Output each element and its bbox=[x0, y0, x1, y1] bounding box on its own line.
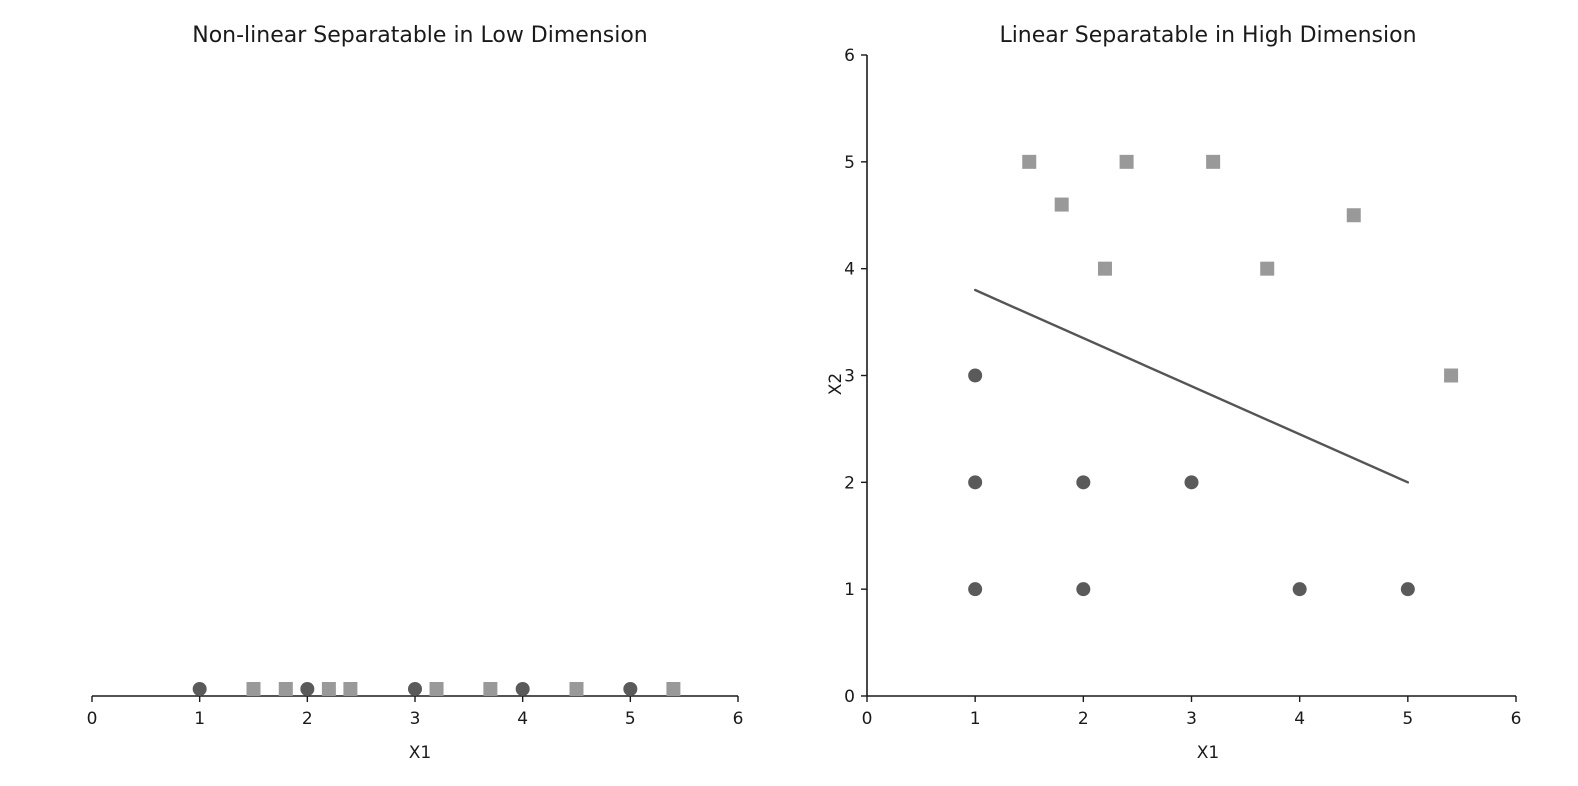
x-tick-label: 3 bbox=[410, 709, 421, 729]
y-tick-label: 5 bbox=[844, 153, 855, 173]
square-point bbox=[569, 682, 584, 696]
chart-right: Linear Separatable in High Dimension X1 … bbox=[826, 23, 1521, 763]
y-tick-label: 2 bbox=[844, 473, 855, 493]
circle-point bbox=[968, 582, 983, 597]
circle-point bbox=[515, 682, 530, 696]
square-point bbox=[246, 682, 261, 696]
x-tick-label: 4 bbox=[1294, 709, 1305, 729]
chart-left-title: Non-linear Separatable in Low Dimension bbox=[192, 23, 648, 48]
x-tick-label: 0 bbox=[87, 709, 98, 729]
y-tick-label: 0 bbox=[844, 687, 855, 707]
chart-right-plot-area: 0 1 2 3 4 5 6 0 1 2 3 4 5 6 bbox=[844, 46, 1521, 729]
circle-point bbox=[1292, 582, 1307, 597]
x-tick-label: 5 bbox=[1402, 709, 1413, 729]
x-tick-label: 2 bbox=[302, 709, 313, 729]
y-tick-label: 1 bbox=[844, 580, 855, 600]
square-point bbox=[1119, 154, 1134, 169]
x-tick-label: 4 bbox=[517, 709, 528, 729]
square-point bbox=[1054, 197, 1069, 212]
circle-point bbox=[1400, 582, 1415, 597]
x-tick-label: 5 bbox=[625, 709, 636, 729]
circle-point bbox=[1076, 475, 1091, 490]
y-tick-label: 4 bbox=[844, 260, 855, 280]
square-point bbox=[1022, 154, 1037, 169]
square-point bbox=[666, 682, 681, 696]
chart-right-title: Linear Separatable in High Dimension bbox=[999, 23, 1416, 48]
square-point bbox=[1260, 261, 1275, 276]
circle-point bbox=[300, 682, 315, 696]
square-point bbox=[483, 682, 498, 696]
circle-point bbox=[1184, 475, 1199, 490]
square-point bbox=[343, 682, 358, 696]
circle-point bbox=[192, 682, 207, 696]
circle-point bbox=[968, 475, 983, 490]
chart-right-y-axis-label: X2 bbox=[826, 373, 846, 395]
chart-left-x-axis-label: X1 bbox=[409, 743, 431, 763]
x-tick-label: 6 bbox=[1511, 709, 1522, 729]
square-point bbox=[321, 682, 336, 696]
circle-point bbox=[623, 682, 638, 696]
circle-point bbox=[968, 368, 983, 383]
y-tick-label: 3 bbox=[844, 367, 855, 387]
x-tick-label: 1 bbox=[970, 709, 981, 729]
square-point bbox=[429, 682, 444, 696]
x-tick-label: 6 bbox=[733, 709, 744, 729]
chart-left: Non-linear Separatable in Low Dimension … bbox=[87, 23, 744, 763]
x-tick-label: 1 bbox=[194, 709, 205, 729]
square-point bbox=[1097, 261, 1112, 276]
circle-point bbox=[408, 682, 422, 696]
square-point bbox=[1206, 154, 1221, 169]
x-tick-label: 0 bbox=[862, 709, 873, 729]
circle-point bbox=[1076, 582, 1091, 597]
chart-right-x-axis-label: X1 bbox=[1197, 743, 1219, 763]
y-tick-label: 6 bbox=[844, 46, 855, 66]
square-point bbox=[1444, 368, 1459, 383]
x-tick-label: 2 bbox=[1078, 709, 1089, 729]
square-point bbox=[278, 682, 293, 696]
square-point bbox=[1346, 208, 1361, 223]
chart-left-plot-area: 0 1 2 3 4 5 6 bbox=[87, 682, 744, 729]
separating-line bbox=[973, 288, 1410, 484]
x-tick-label: 3 bbox=[1186, 709, 1197, 729]
